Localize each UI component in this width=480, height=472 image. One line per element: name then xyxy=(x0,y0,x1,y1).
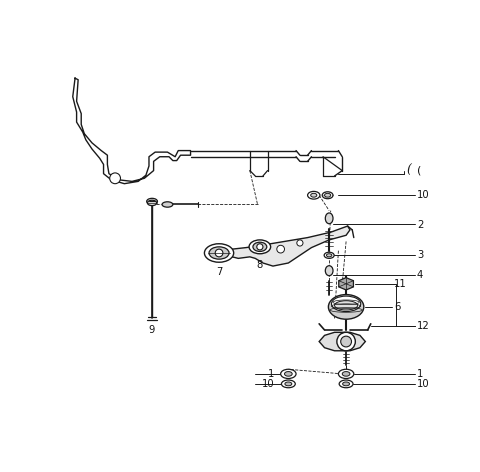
Ellipse shape xyxy=(325,266,333,276)
Ellipse shape xyxy=(281,369,296,379)
Circle shape xyxy=(337,332,355,351)
Text: 10: 10 xyxy=(417,190,430,200)
Circle shape xyxy=(110,173,120,184)
Ellipse shape xyxy=(249,240,271,254)
Circle shape xyxy=(215,249,223,257)
Text: 3: 3 xyxy=(417,250,423,260)
Text: 2: 2 xyxy=(417,219,423,229)
Text: 12: 12 xyxy=(417,321,430,331)
Circle shape xyxy=(297,240,303,246)
Ellipse shape xyxy=(204,244,234,262)
Ellipse shape xyxy=(335,301,358,310)
Ellipse shape xyxy=(285,371,292,376)
Ellipse shape xyxy=(328,295,364,319)
Text: 11: 11 xyxy=(394,279,407,289)
Text: 1: 1 xyxy=(417,369,423,379)
Ellipse shape xyxy=(285,382,292,386)
Text: 10: 10 xyxy=(417,379,430,389)
Polygon shape xyxy=(319,332,365,351)
Ellipse shape xyxy=(162,202,173,207)
Text: (: ( xyxy=(417,166,421,176)
Ellipse shape xyxy=(342,371,350,376)
Text: 10: 10 xyxy=(262,379,275,389)
Ellipse shape xyxy=(326,254,332,257)
Ellipse shape xyxy=(339,380,353,388)
Ellipse shape xyxy=(253,242,267,252)
Circle shape xyxy=(277,245,285,253)
Circle shape xyxy=(257,244,263,250)
Text: 1: 1 xyxy=(268,369,275,379)
Polygon shape xyxy=(229,226,350,266)
Ellipse shape xyxy=(338,369,354,379)
Ellipse shape xyxy=(325,213,333,224)
Text: 6: 6 xyxy=(394,302,400,312)
Ellipse shape xyxy=(281,380,295,388)
Circle shape xyxy=(341,336,351,347)
Text: 4: 4 xyxy=(417,270,423,280)
Text: 9: 9 xyxy=(149,325,155,335)
Ellipse shape xyxy=(311,194,317,197)
Text: 8: 8 xyxy=(257,260,263,270)
Ellipse shape xyxy=(343,382,349,386)
Text: (: ( xyxy=(406,164,411,177)
Ellipse shape xyxy=(322,192,333,199)
Text: 7: 7 xyxy=(216,267,222,277)
Ellipse shape xyxy=(209,247,229,259)
Ellipse shape xyxy=(332,296,361,312)
Ellipse shape xyxy=(324,194,331,197)
Polygon shape xyxy=(339,278,353,290)
Ellipse shape xyxy=(308,191,320,199)
Ellipse shape xyxy=(147,198,157,204)
Ellipse shape xyxy=(147,200,156,206)
Ellipse shape xyxy=(324,252,334,258)
